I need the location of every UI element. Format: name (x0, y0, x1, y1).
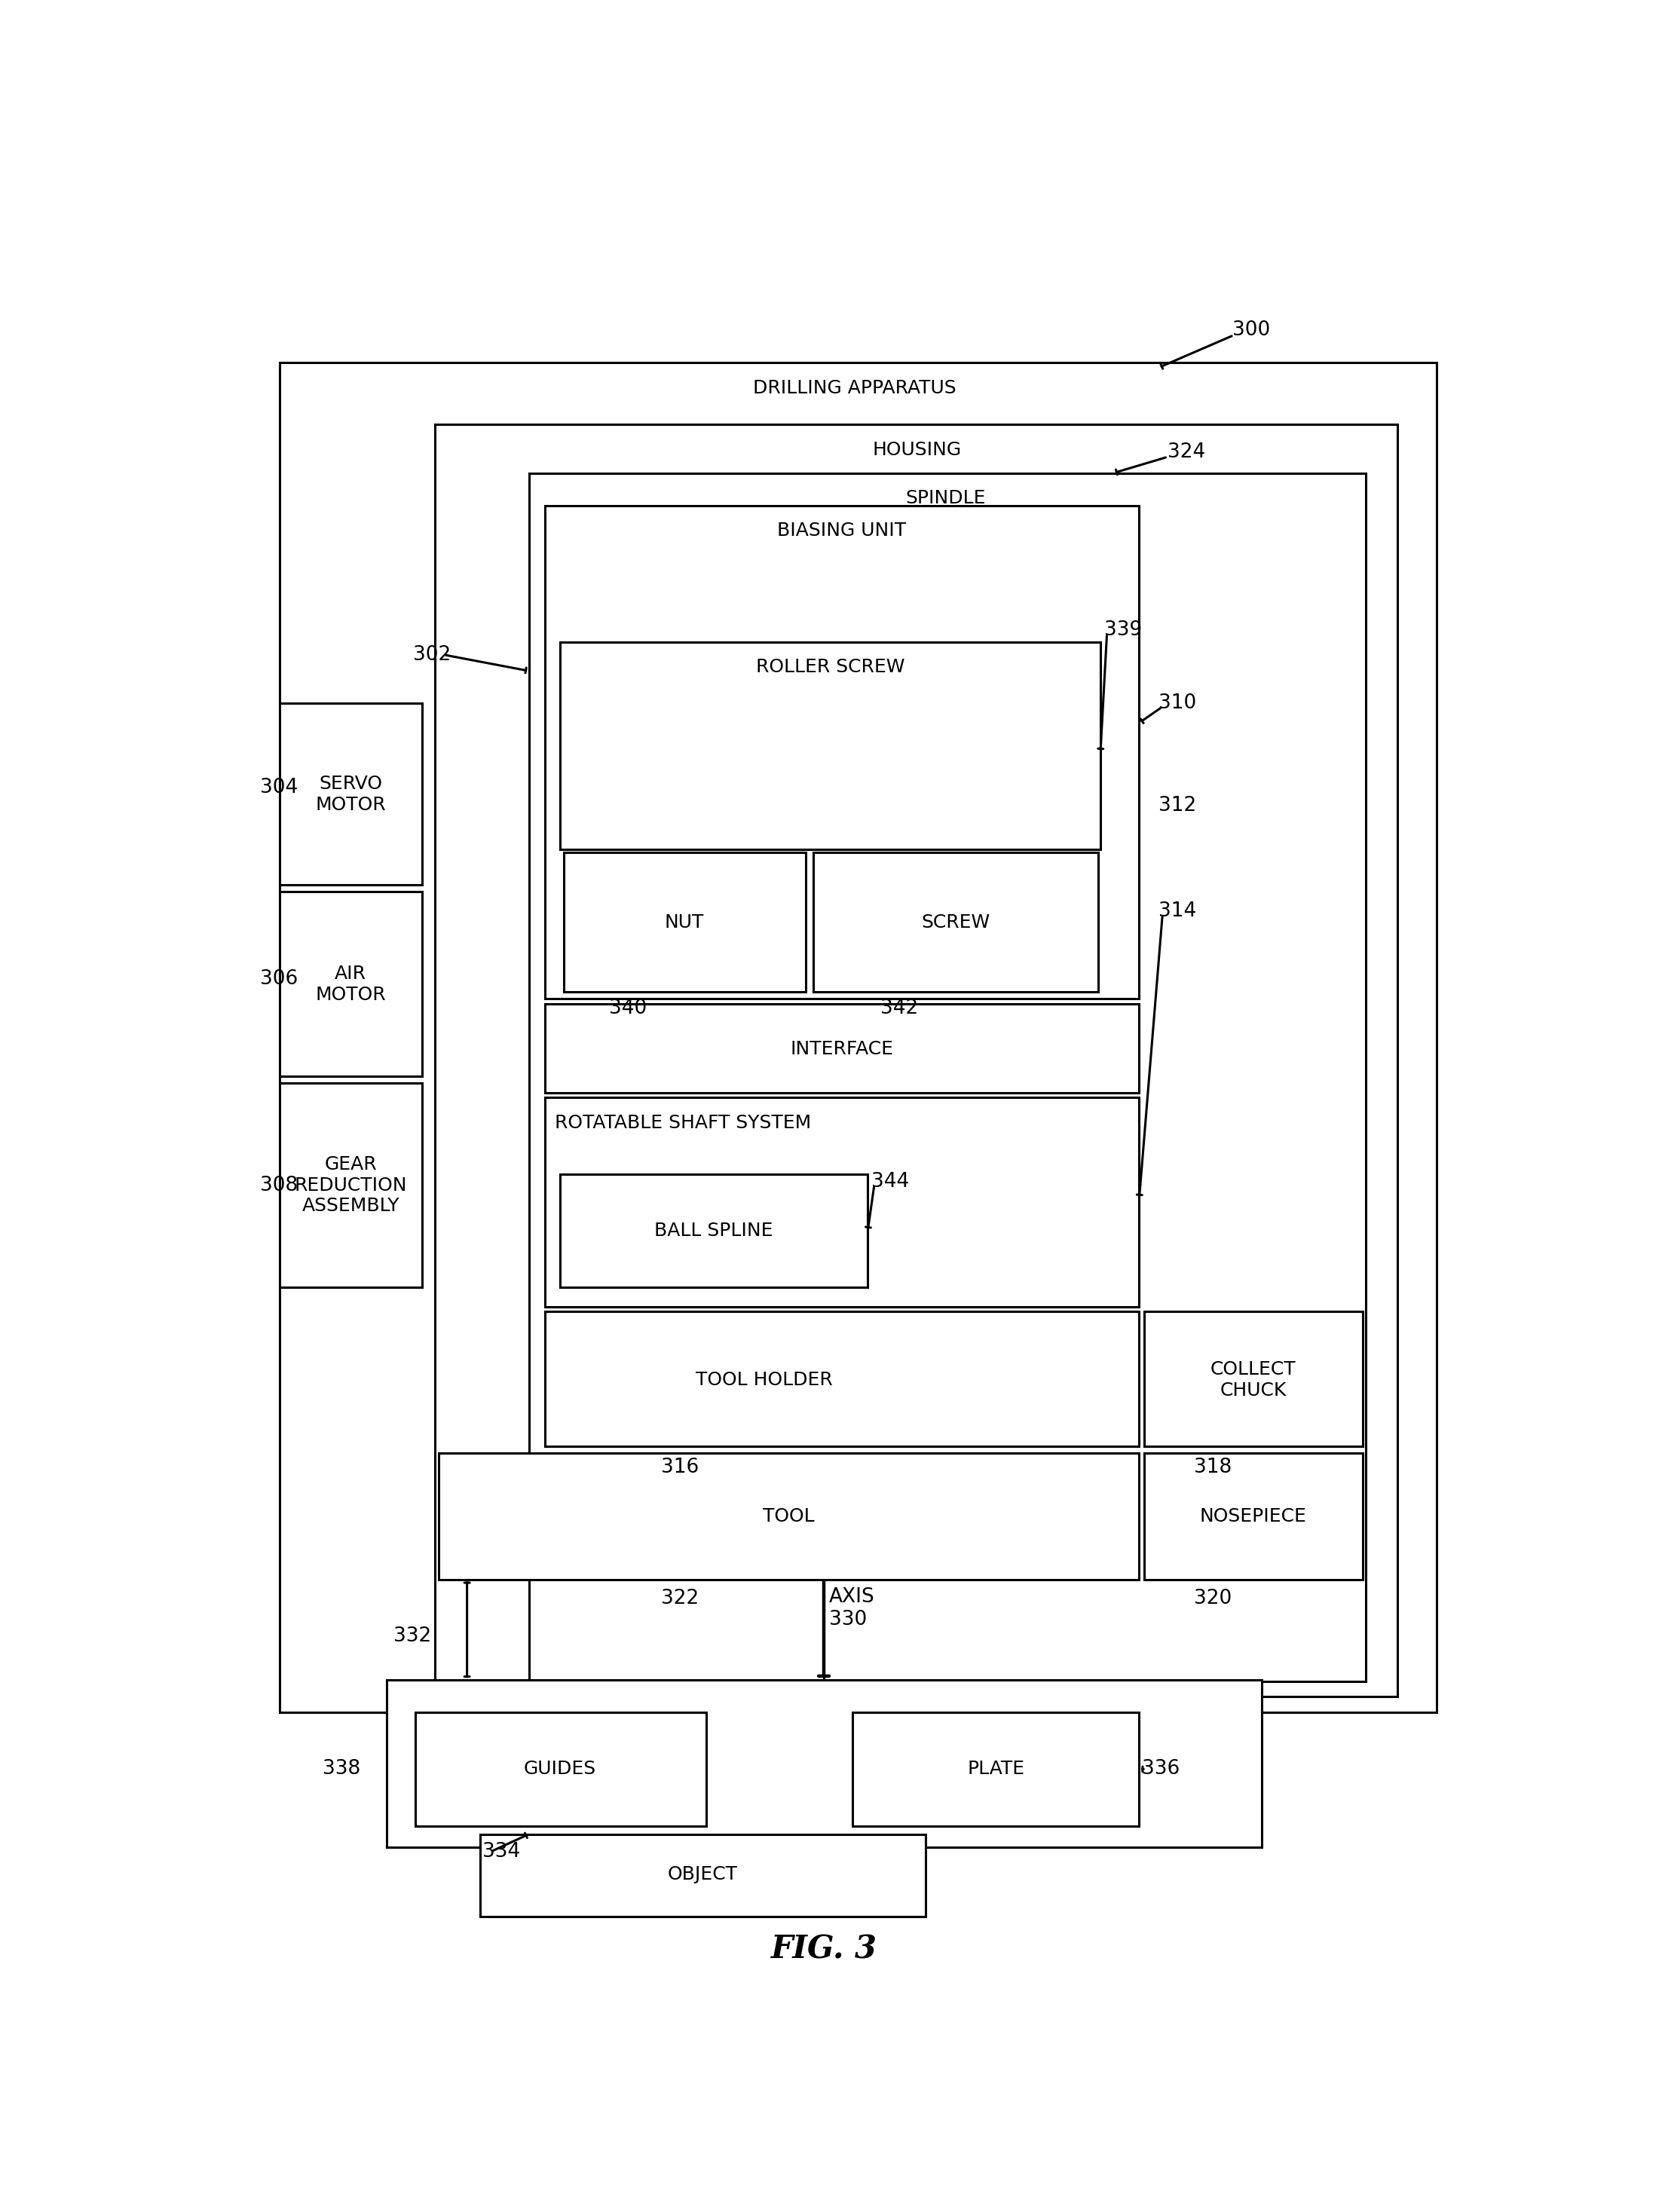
Text: GEAR
REDUCTION
ASSEMBLY: GEAR REDUCTION ASSEMBLY (294, 1155, 407, 1214)
Bar (852, 1712, 1139, 1825)
Text: AIR
MOTOR: AIR MOTOR (315, 964, 385, 1004)
Text: 316: 316 (661, 1458, 699, 1478)
Text: DRILLING APPARATUS: DRILLING APPARATUS (754, 378, 956, 398)
Bar (544, 507, 1139, 998)
Bar (435, 425, 1398, 1697)
Bar (544, 1312, 1139, 1447)
Text: 338: 338 (322, 1759, 360, 1778)
Bar (415, 1712, 706, 1825)
Text: PLATE: PLATE (967, 1761, 1024, 1778)
Text: 312: 312 (1159, 796, 1196, 816)
Text: BALL SPLINE: BALL SPLINE (654, 1221, 774, 1239)
Bar (280, 891, 422, 1077)
Text: 332: 332 (394, 1626, 432, 1646)
Bar (814, 852, 1098, 993)
Text: 344: 344 (872, 1172, 909, 1192)
Text: 334: 334 (482, 1843, 520, 1863)
Text: TOOL HOLDER: TOOL HOLDER (696, 1371, 832, 1389)
Bar (560, 1175, 867, 1287)
Text: 322: 322 (661, 1588, 699, 1608)
Text: 324: 324 (1168, 442, 1206, 462)
Bar (280, 1084, 422, 1287)
Text: GUIDES: GUIDES (524, 1761, 597, 1778)
Text: 342: 342 (881, 998, 919, 1018)
Text: 310: 310 (1159, 695, 1196, 712)
Text: AXIS
330: AXIS 330 (829, 1588, 874, 1630)
Text: COLLECT
CHUCK: COLLECT CHUCK (1211, 1360, 1296, 1400)
Text: 339: 339 (1104, 622, 1143, 639)
Bar (544, 1097, 1139, 1307)
Text: 336: 336 (1143, 1759, 1179, 1778)
Bar (544, 1004, 1139, 1093)
Text: 306: 306 (260, 969, 299, 989)
Text: 318: 318 (1194, 1458, 1231, 1478)
Text: 314: 314 (1159, 900, 1196, 920)
Text: OBJECT: OBJECT (667, 1865, 737, 1885)
Bar (387, 1679, 1263, 1847)
Bar (564, 852, 806, 993)
Bar (280, 703, 422, 885)
Text: 308: 308 (260, 1175, 299, 1194)
Text: 320: 320 (1194, 1588, 1231, 1608)
Text: ROTATABLE SHAFT SYSTEM: ROTATABLE SHAFT SYSTEM (555, 1115, 811, 1133)
Text: SCREW: SCREW (921, 914, 991, 931)
Bar (1144, 1453, 1363, 1579)
Text: 340: 340 (609, 998, 647, 1018)
Bar (280, 363, 1436, 1712)
Text: ROLLER SCREW: ROLLER SCREW (756, 657, 904, 677)
Text: TOOL: TOOL (762, 1506, 814, 1524)
Text: SPINDLE: SPINDLE (906, 489, 986, 507)
Text: BIASING UNIT: BIASING UNIT (777, 522, 906, 540)
Text: INTERFACE: INTERFACE (791, 1040, 894, 1057)
Text: NUT: NUT (664, 914, 704, 931)
Text: FIG. 3: FIG. 3 (771, 1933, 877, 1964)
Bar (529, 473, 1366, 1681)
Bar (560, 641, 1101, 849)
Bar (480, 1834, 926, 1918)
Text: 304: 304 (260, 779, 299, 799)
Text: NOSEPIECE: NOSEPIECE (1199, 1506, 1306, 1524)
Text: SERVO
MOTOR: SERVO MOTOR (315, 774, 385, 814)
Text: 302: 302 (412, 646, 450, 664)
Text: 300: 300 (1233, 321, 1271, 341)
Bar (439, 1453, 1139, 1579)
Text: HOUSING: HOUSING (872, 440, 961, 458)
Bar (1144, 1312, 1363, 1447)
